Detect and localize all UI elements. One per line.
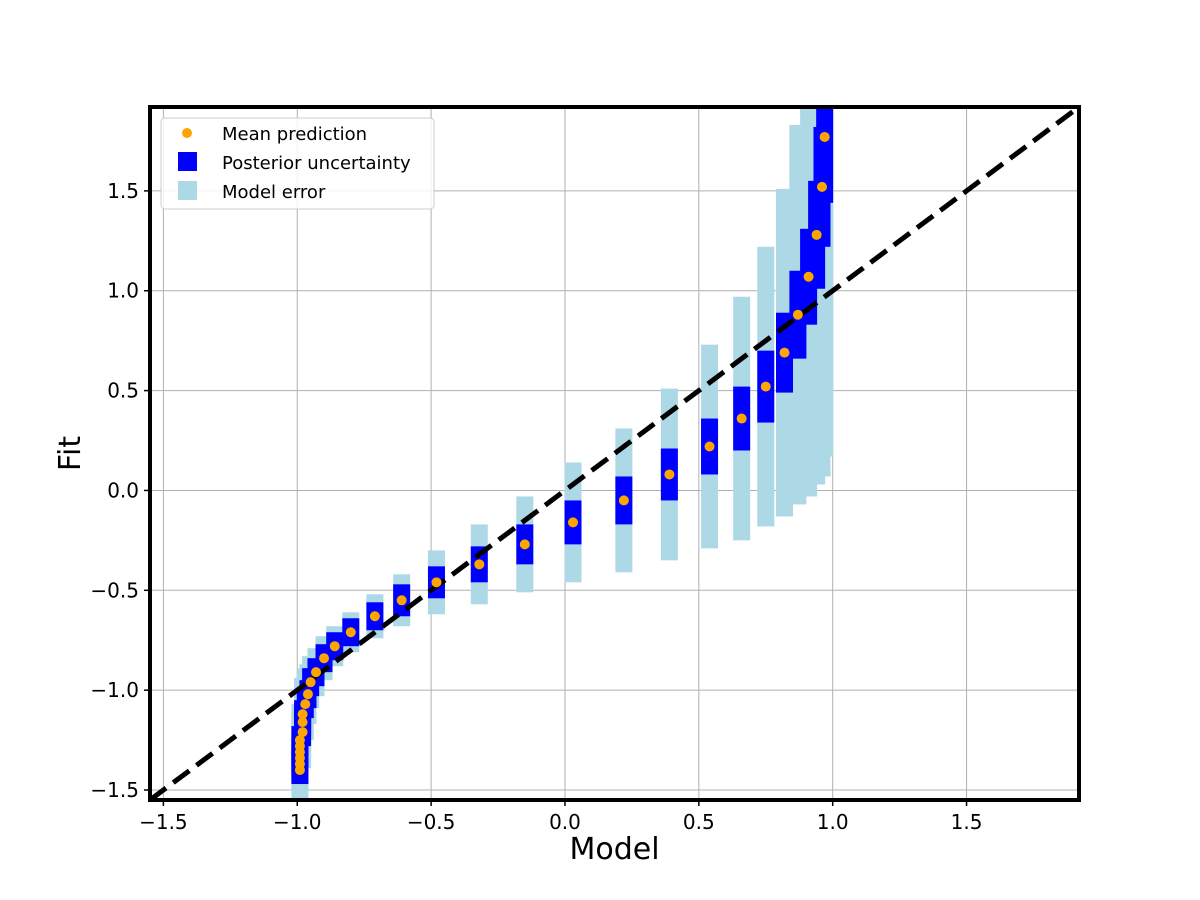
x-axis-ticks: −1.5 −1.0 −0.5 0.0 0.5 1.0 1.5 [139,800,982,834]
mean-point-29 [803,271,814,282]
x-tick-label-5: 1.0 [817,810,849,834]
y-tick-label-3: 0.0 [107,478,139,502]
mean-point-5 [294,735,305,746]
mean-point-22 [618,495,629,506]
y-tick-label-0: −1.5 [90,778,139,802]
plot-frame [148,105,1081,802]
y-tick-label-1: −1.0 [90,678,139,702]
x-tick-label-1: −1.0 [273,810,322,834]
y-tick-label-2: −0.5 [90,578,139,602]
mean-point-17 [396,595,407,606]
mean-point-26 [760,381,771,392]
mean-point-24 [704,441,715,452]
mean-point-6 [297,727,308,738]
mean-point-32 [819,131,830,142]
x-tick-label-3: 0.0 [549,810,581,834]
mean-point-28 [792,309,803,320]
y-tick-label-4: 0.5 [107,379,139,403]
mean-point-19 [474,559,485,570]
mean-point-25 [736,413,747,424]
legend-marker-model-error [178,181,197,200]
x-tick-label-6: 1.5 [951,810,983,834]
mean-point-10 [302,689,313,700]
uncertainty-bands [291,107,834,800]
legend-marker-posterior [178,152,197,171]
mean-point-31 [816,181,827,192]
legend-label-mean: Mean prediction [222,124,367,145]
mean-point-9 [300,699,311,710]
y-tick-label-5: 1.0 [107,279,139,303]
mean-point-20 [519,539,530,550]
reference-line-y-equals-x [148,104,1081,803]
mean-prediction-points [294,131,830,776]
legend-box [160,117,435,210]
mean-point-15 [345,627,356,638]
x-axis-label: Model [569,832,659,867]
mean-point-12 [310,667,321,678]
mean-point-13 [319,653,330,664]
legend-marker-mean [182,128,192,138]
mean-point-11 [305,677,316,688]
mean-point-8 [297,709,308,720]
legend: Mean prediction Posterior uncertainty Mo… [160,117,435,210]
mean-point-30 [811,229,822,240]
mean-point-23 [664,469,675,480]
x-tick-label-2: −0.5 [407,810,456,834]
posterior-bar-32 [816,107,834,203]
legend-label-model-error: Model error [222,182,326,203]
x-tick-label-4: 0.5 [683,810,715,834]
y-tick-label-6: 1.5 [107,179,139,203]
mean-point-16 [369,611,380,622]
mean-point-14 [329,641,340,652]
mean-point-21 [568,517,579,528]
mean-point-18 [431,577,442,588]
mean-point-7 [297,717,308,728]
x-tick-label-0: −1.5 [139,810,188,834]
y-axis-ticks: −1.5 −1.0 −0.5 0.0 0.5 1.0 1.5 [90,179,150,802]
y-axis-label: Fit [53,436,88,471]
mean-point-27 [779,347,790,358]
legend-label-posterior: Posterior uncertainty [222,153,411,174]
